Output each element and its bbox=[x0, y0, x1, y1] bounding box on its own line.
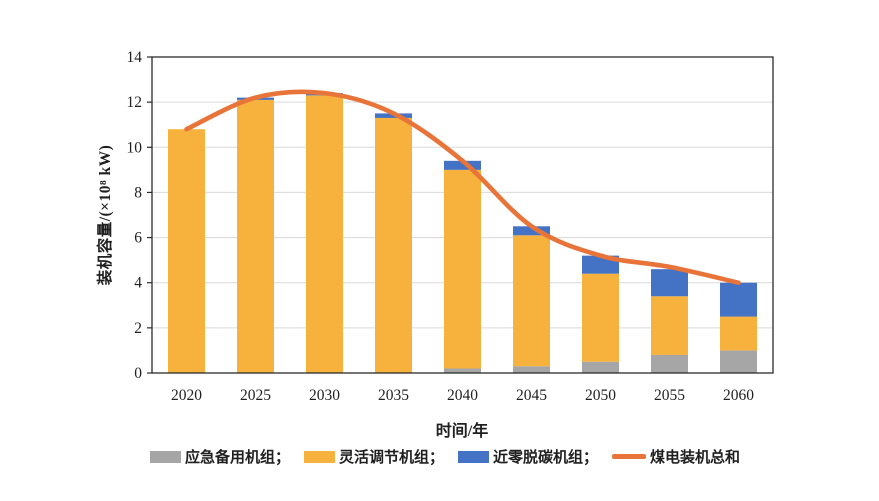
bar-segment-2050 bbox=[582, 273, 619, 362]
y-tick-label: 0 bbox=[134, 365, 142, 382]
x-tick-label: 2045 bbox=[516, 387, 547, 404]
y-tick-label: 6 bbox=[134, 230, 142, 247]
bar-segment-2035 bbox=[375, 117, 412, 373]
legend-item-flexible-regulation: 灵活调节机组； bbox=[304, 446, 444, 467]
legend-item-coal-total-line: 煤电装机总和 bbox=[612, 446, 740, 467]
y-tick-label: 4 bbox=[134, 275, 142, 292]
legend-item-near-zero-decarbon: 近零脱碳机组； bbox=[458, 446, 598, 467]
bar-segment-2030 bbox=[306, 95, 343, 373]
x-tick-label: 2055 bbox=[654, 387, 685, 404]
x-tick-label: 2060 bbox=[723, 387, 754, 404]
y-tick-label: 14 bbox=[127, 49, 143, 66]
legend-label-coal-total-line: 煤电装机总和 bbox=[650, 450, 741, 466]
bar-segment-2045 bbox=[513, 366, 550, 373]
x-tick-label: 2050 bbox=[585, 387, 616, 404]
plot-border bbox=[151, 56, 774, 374]
bar-segment-2045 bbox=[513, 226, 550, 236]
bar-segment-2020 bbox=[168, 129, 205, 373]
y-tick-label: 12 bbox=[127, 94, 143, 111]
bar-segment-2055 bbox=[651, 269, 688, 297]
x-tick-label: 2025 bbox=[240, 387, 271, 404]
bar-segment-2060 bbox=[720, 316, 757, 351]
bar-segment-2055 bbox=[651, 296, 688, 355]
legend-label-flexible-regulation: 灵活调节机组； bbox=[339, 450, 445, 466]
x-tick-label: 2020 bbox=[171, 387, 202, 404]
chart-legend: 应急备用机组； 灵活调节机组； 近零脱碳机组； 煤电装机总和 bbox=[150, 446, 740, 467]
legend-label-emergency-backup: 应急备用机组； bbox=[185, 450, 291, 466]
bar-segment-2040 bbox=[444, 368, 481, 373]
y-tick-label: 8 bbox=[134, 184, 142, 201]
x-tick-label: 2040 bbox=[447, 387, 478, 404]
bar-segment-2040 bbox=[444, 169, 481, 369]
legend-swatch-near-zero-decarbon bbox=[458, 450, 490, 463]
bar-segment-2045 bbox=[513, 235, 550, 367]
y-tick-label: 10 bbox=[127, 139, 143, 156]
bar-segment-2025 bbox=[237, 99, 274, 373]
x-tick-label: 2035 bbox=[378, 387, 409, 404]
x-tick-label: 2030 bbox=[309, 387, 340, 404]
bar-segment-2055 bbox=[651, 354, 688, 373]
bar-segment-2060 bbox=[720, 350, 757, 373]
legend-swatch-flexible-regulation bbox=[304, 450, 336, 463]
y-tick-label: 2 bbox=[134, 320, 142, 337]
coal-total-line bbox=[184, 89, 741, 286]
legend-label-near-zero-decarbon: 近零脱碳机组； bbox=[493, 450, 599, 466]
y-axis-title: 装机容量/(×10⁸ kW) bbox=[97, 144, 114, 286]
legend-swatch-coal-total-line bbox=[612, 454, 647, 459]
x-axis-title: 时间/年 bbox=[435, 423, 489, 440]
bar-segment-2060 bbox=[720, 282, 757, 317]
legend-item-emergency-backup: 应急备用机组； bbox=[150, 446, 290, 467]
legend-swatch-emergency-backup bbox=[150, 450, 181, 463]
bar-segment-2050 bbox=[582, 361, 619, 373]
bar-segment-2040 bbox=[444, 160, 481, 170]
